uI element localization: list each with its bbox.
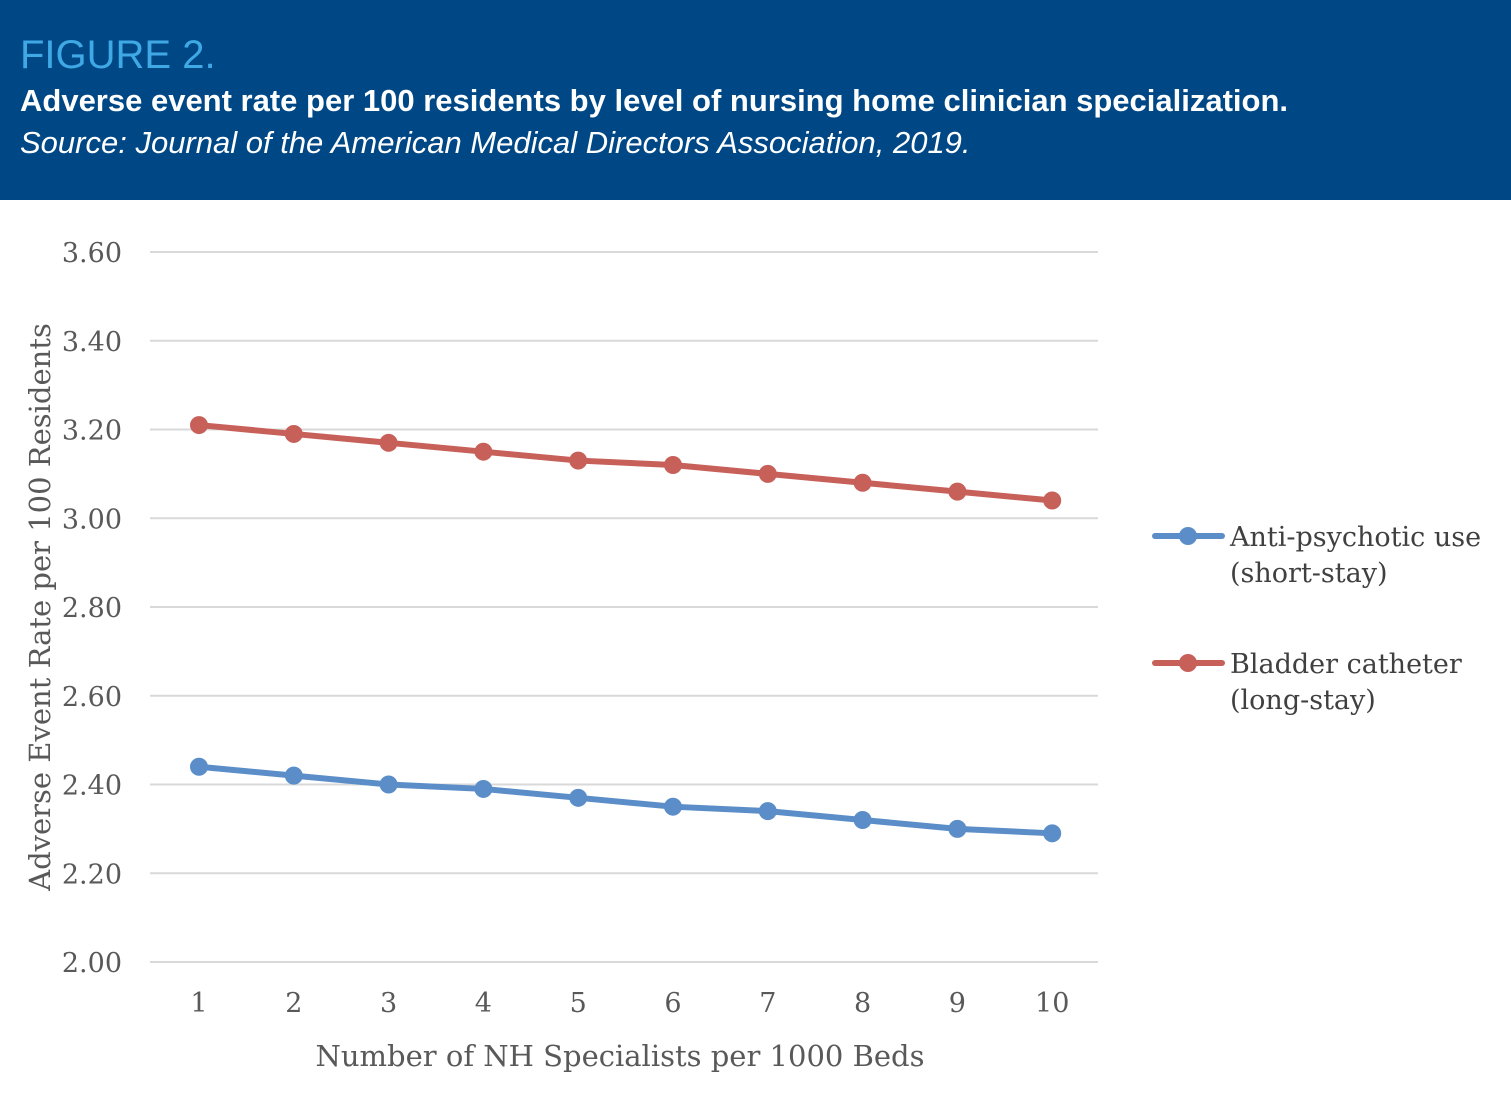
data-point <box>569 451 588 470</box>
data-point <box>758 802 777 821</box>
y-tick-label: 2.60 <box>62 682 122 713</box>
data-point <box>948 819 967 838</box>
legend-entry-2: Bladder catheter (long-stay) <box>1152 649 1462 716</box>
data-point <box>379 775 398 794</box>
y-tick-label: 3.60 <box>62 238 122 269</box>
figure-title: Adverse event rate per 100 residents by … <box>20 83 1289 118</box>
line-chart: 2.00 2.20 2.40 2.60 2.80 3.00 3.20 3.40 3.60 1 2 3… <box>23 238 1481 1073</box>
legend-entry-1: Anti-psychotic use (short-stay) <box>1152 522 1481 589</box>
series-line <box>196 763 1056 837</box>
data-point <box>758 464 777 483</box>
x-axis-title: Number of NH Specialists per 1000 Beds <box>316 1039 925 1073</box>
data-point <box>474 779 493 798</box>
legend-label: Bladder catheter <box>1230 649 1462 680</box>
legend: Anti-psychotic use (short-stay) Bladder ca… <box>1152 522 1481 716</box>
data-point <box>664 456 682 474</box>
x-tick-label: 9 <box>949 988 966 1019</box>
legend-swatch-marker <box>1179 527 1197 545</box>
legend-label: (long-stay) <box>1230 685 1376 716</box>
x-tick-label: 8 <box>854 988 871 1019</box>
data-point <box>853 473 872 492</box>
figure-label: FIGURE 2. <box>20 33 216 77</box>
legend-swatch-marker <box>1179 654 1197 672</box>
data-point <box>284 766 303 785</box>
x-tick-label: 6 <box>664 988 681 1019</box>
data-point <box>190 416 208 435</box>
y-tick-label: 2.40 <box>62 771 122 802</box>
x-tick-label: 2 <box>285 988 302 1019</box>
figure-header: FIGURE 2. Adverse event rate per 100 res… <box>0 0 1511 200</box>
y-tick-label: 3.00 <box>62 504 122 535</box>
series-2 <box>190 416 1062 510</box>
data-point <box>1043 491 1062 510</box>
y-axis-title: Adverse Event Rate per 100 Residents <box>23 323 57 892</box>
y-tick-label: 2.80 <box>62 593 122 624</box>
x-tick-label: 3 <box>380 988 397 1019</box>
y-axis-ticks: 2.00 2.20 2.40 2.60 2.80 3.00 3.20 3.40 3.60 <box>62 238 122 979</box>
data-point <box>379 433 398 452</box>
figure-source: Source: Journal of the American Medical … <box>20 125 971 160</box>
y-tick-label: 3.20 <box>62 416 122 447</box>
gridlines <box>150 251 1098 963</box>
y-tick-label: 3.40 <box>62 327 122 358</box>
y-tick-label: 2.20 <box>62 859 122 890</box>
series-line <box>196 422 1056 504</box>
data-point <box>853 811 872 829</box>
legend-label: Anti-psychotic use <box>1229 522 1481 553</box>
data-point <box>569 788 588 807</box>
x-tick-label: 10 <box>1035 988 1069 1019</box>
series-1 <box>190 757 1062 843</box>
data-point <box>664 797 682 816</box>
data-point <box>474 442 493 461</box>
x-tick-label: 5 <box>570 988 587 1019</box>
x-tick-label: 4 <box>475 988 492 1019</box>
x-tick-label: 7 <box>759 988 776 1019</box>
series-lines <box>190 416 1062 843</box>
x-tick-label: 1 <box>190 988 207 1019</box>
data-point <box>1043 824 1062 843</box>
data-point <box>284 424 303 443</box>
data-point <box>948 482 967 501</box>
x-axis-ticks: 1 2 3 4 5 6 7 8 9 10 <box>190 988 1069 1019</box>
y-tick-label: 2.00 <box>62 948 122 979</box>
data-point <box>190 757 208 776</box>
legend-label: (short-stay) <box>1230 558 1388 589</box>
